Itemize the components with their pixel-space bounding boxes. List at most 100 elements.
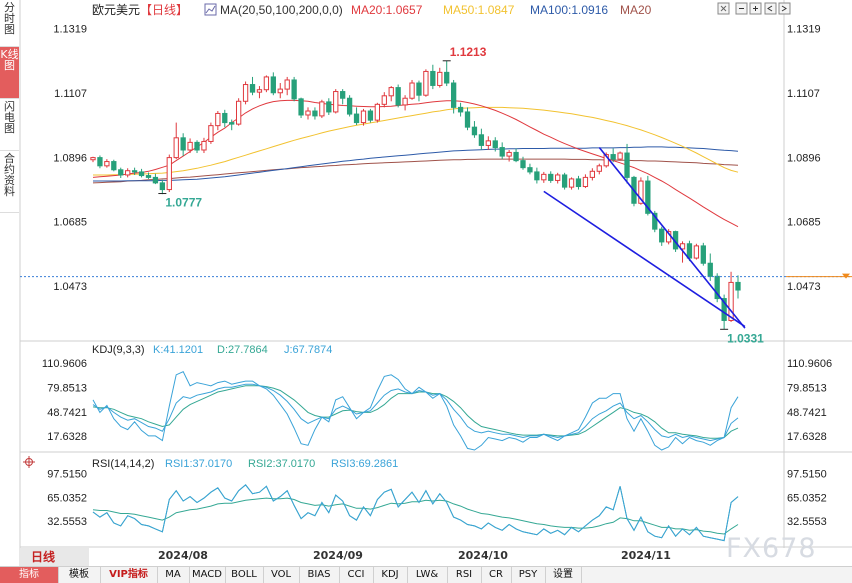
candle [534,167,540,184]
candle-body [97,157,103,167]
tab-ma[interactable]: MA [157,567,190,583]
kdj-d-line [92,385,739,439]
candle-body [624,152,630,178]
rsi-settings-icon[interactable] [23,456,35,468]
tab-kdj[interactable]: KDJ [373,567,408,583]
date-label-sep: 2024/09 [313,549,363,562]
tab-cci[interactable]: CCI [339,567,374,583]
zoom-in-icon[interactable] [749,2,762,15]
candle [506,149,512,162]
zoom-out-icon[interactable] [735,2,748,15]
tab-kline[interactable]: K线图 [0,47,19,99]
price-tick-right: 1.0896 [787,152,821,164]
candle [693,243,700,260]
candle-body [145,175,152,178]
candle [402,95,408,111]
tab-cr[interactable]: CR [481,567,512,583]
tab-bias[interactable]: BIAS [299,567,340,583]
tab-settings[interactable]: 设置 [545,567,582,583]
candle-body [457,106,464,113]
price-tick-right: 1.1319 [787,24,821,36]
price-tick-left: 1.0685 [53,217,87,229]
candle [464,107,471,131]
date-label-nov: 2024/11 [621,549,671,562]
tab-template[interactable]: 模板 [58,567,101,583]
candle-body [659,228,665,243]
prev-icon[interactable] [764,2,777,15]
price-tick-left: 1.0473 [53,281,87,293]
settings-icon[interactable] [717,2,730,15]
candle [555,172,561,184]
kdj-panel [92,371,739,451]
tab-psy[interactable]: PSY [511,567,546,583]
candle-body [582,176,589,188]
candle-body [568,178,575,188]
candle-body [534,171,540,181]
kdj-tick-right: 17.6328 [787,431,827,443]
candle [735,275,741,299]
tab-time-share[interactable]: 分时图 [0,0,19,47]
period-selector[interactable]: 日线 [19,548,89,566]
candle [527,163,533,175]
ma200-line [92,158,739,184]
watermark-logo: FX678 [726,533,817,564]
ma50-line [93,106,739,176]
candle [194,140,200,154]
candle [395,84,401,108]
candle [388,86,394,102]
candle-body [575,178,582,188]
rsi3-value: RSI3:69.2861 [331,458,398,470]
candle [437,67,443,88]
candle-body [555,174,561,181]
candle [104,159,110,168]
candle-body [235,100,242,125]
candle-body [478,134,485,146]
indicator-toolbar: 指标 模板 VIP指标 MA MACD BOLL VOL BIAS CCI KD… [0,566,852,583]
ma20-value: MA20:1.0657 [351,3,423,17]
candle-body [249,84,256,93]
chart-type-icon[interactable] [204,3,217,16]
ma100-line [93,146,739,182]
candle-body [485,140,491,146]
candle-body [353,113,360,124]
candle [166,154,172,193]
tab-boll[interactable]: BOLL [225,567,264,583]
tab-vip-indicator[interactable]: VIP指标 [100,567,158,583]
main-legend: 欧元美元 【日线】 MA(20,50,100,200,0,0) MA20:1.0… [92,3,652,17]
candle-body [492,140,498,149]
candle [118,167,124,178]
candle-body [194,141,200,151]
trend-line [598,147,746,329]
candle [187,138,193,154]
candle-body [499,147,505,157]
rsi2-value: RSI2:37.0170 [248,458,315,470]
candle-body [395,87,401,106]
tab-flash[interactable]: 闪电图 [0,99,19,151]
tab-lw[interactable]: LW& [407,567,448,583]
trend-line [543,190,746,328]
candle-body [728,281,734,321]
toolbar-icons [717,2,791,15]
candle-body [409,82,415,99]
candle [159,179,166,195]
candle [312,107,318,120]
tab-contract-info[interactable]: 合约资料 [0,151,19,213]
candle-body [645,180,651,214]
price-tick-right: 1.0473 [787,281,821,293]
tab-macd[interactable]: MACD [189,567,226,583]
candle-body [541,173,547,181]
candle-body [159,182,166,191]
rsi1-line [92,484,739,542]
tab-rsi[interactable]: RSI [447,567,482,583]
chart-canvas[interactable]: 欧元美元 【日线】 MA(20,50,100,200,0,0) MA20:1.0… [0,0,852,548]
candle [617,151,623,161]
next-icon[interactable] [778,2,791,15]
candle [707,253,713,281]
candle [111,159,117,172]
candle-body [173,137,179,159]
tab-indicator[interactable]: 指标 [0,567,59,583]
candle-body [291,79,297,100]
tab-vol[interactable]: VOL [263,567,300,583]
candle-body [450,82,457,108]
date-label-aug: 2024/08 [158,549,208,562]
